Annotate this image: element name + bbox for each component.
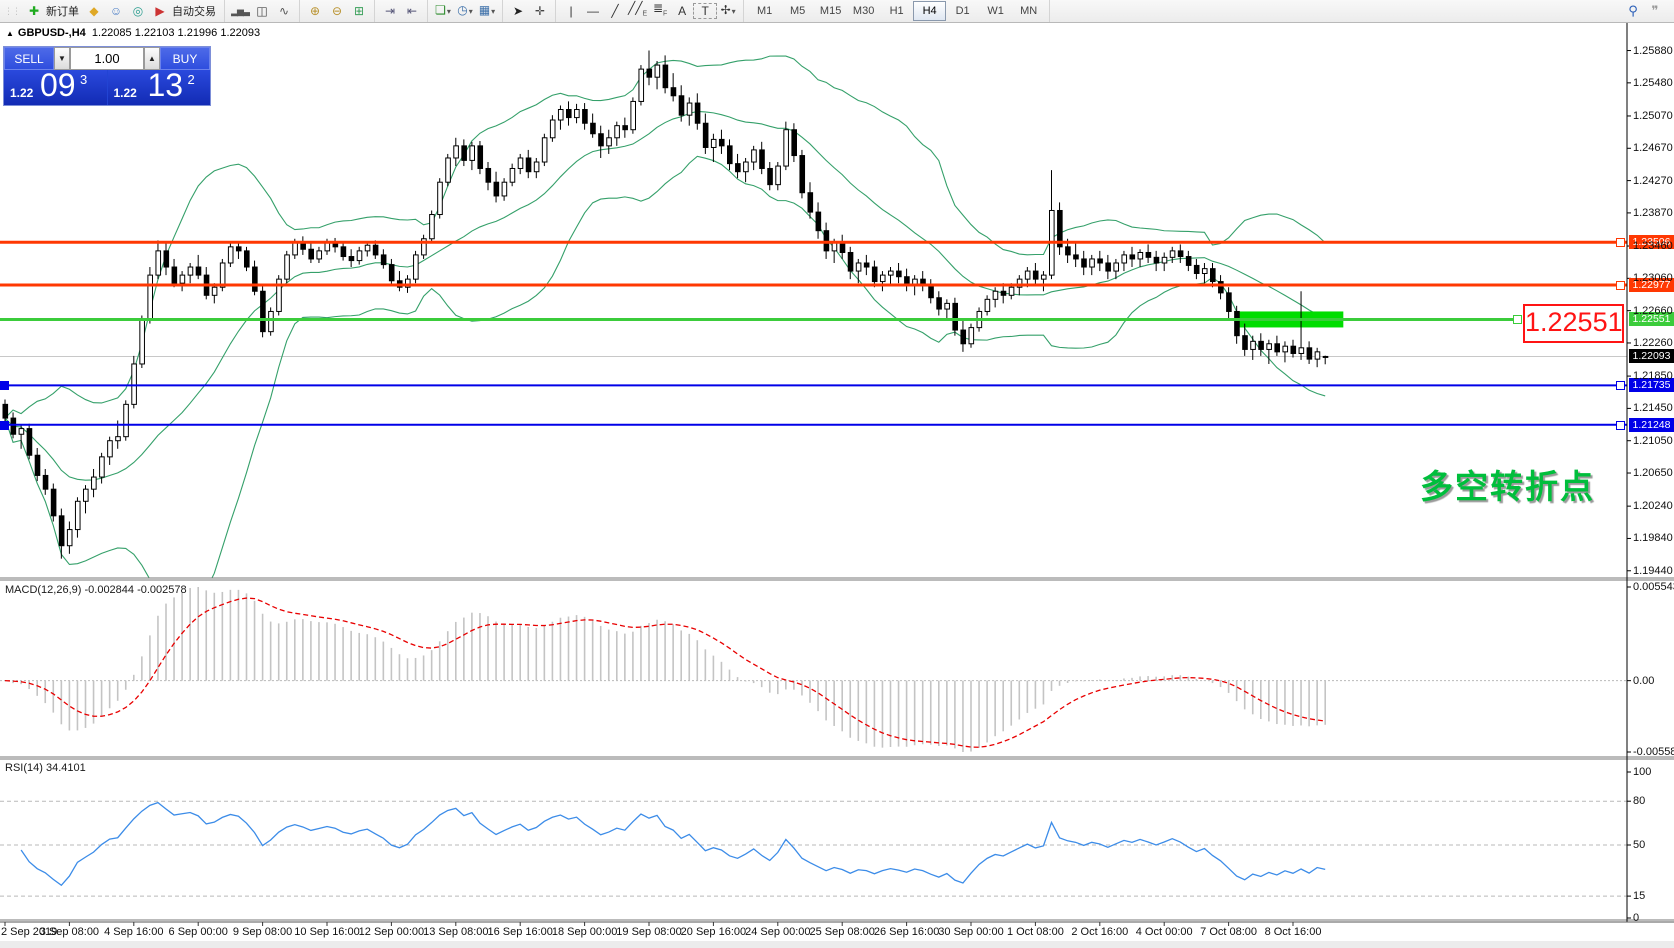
templates-icon[interactable]: ▦▾ (478, 3, 496, 17)
line-chart-icon[interactable]: ∿ (278, 4, 290, 18)
horizontal-line-icon[interactable]: — (587, 4, 599, 18)
timeframe-button-H4[interactable]: H4 (913, 1, 947, 21)
lot-field-wrap (70, 47, 144, 70)
new-order-label[interactable]: 新订单 (46, 6, 79, 18)
timeframe-button-M1[interactable]: M1 (756, 5, 773, 17)
buy-price-sup: 2 (187, 72, 195, 87)
macd-pane (0, 587, 1627, 752)
bb-middle (4, 110, 1326, 481)
timeframe-button-M5[interactable]: M5 (789, 5, 806, 17)
search-icon[interactable]: ⚲ (1628, 3, 1638, 18)
bb-lower (4, 155, 1326, 578)
fibonacci-icon[interactable]: ≣F (652, 0, 668, 18)
crosshair-icon[interactable]: ✛ (534, 4, 546, 18)
main-toolbar: ⋮⋮ ✚ 新订单 ◆ ☺ ◎ ▶ 自动交易 ▂▅▃ ◫ ∿ ⊕ ⊖ ⊞ ⇥ ⇤ … (0, 0, 1674, 23)
lot-increase-button[interactable]: ▲ (144, 47, 160, 70)
toolbar-group-standard: ⋮⋮ ✚ 新订单 ◆ ☺ ◎ ▶ 自动交易 (0, 0, 225, 22)
text-label-icon[interactable]: T (693, 3, 718, 19)
sell-price[interactable]: 1.22 09 3 (4, 67, 107, 105)
buy-button[interactable]: BUY (160, 47, 210, 70)
timeframe-button-M15[interactable]: M15 (819, 5, 842, 17)
metaeditor-icon[interactable]: ◆ (89, 4, 99, 18)
timeframe-button-MN[interactable]: MN (1020, 5, 1038, 17)
toolbar-group-new-chart: ❏▾ ◷▾ ▦▾ (428, 0, 503, 22)
timeframe-button-M30[interactable]: M30 (852, 5, 875, 17)
toolbar-group-cursor: ➤ ✛ (503, 0, 556, 22)
autotrading-label[interactable]: 自动交易 (172, 6, 216, 18)
timeframe-button-W1[interactable]: W1 (987, 5, 1004, 17)
profile-icon[interactable]: ☺ (109, 4, 123, 18)
trade-panel-prices: 1.22 09 3 1.22 13 2 (4, 67, 210, 105)
sell-price-big: 09 (40, 67, 76, 103)
bar-chart-icon[interactable]: ▂▅▃ (231, 6, 250, 16)
sell-price-prefix: 1.22 (10, 86, 34, 100)
auto-scroll-icon[interactable]: ⇥ (384, 4, 396, 18)
chat-icon[interactable]: ❞ (1651, 3, 1659, 18)
tile-windows-icon[interactable]: ⊞ (353, 4, 365, 18)
zoom-out-icon[interactable]: ⊖ (331, 4, 343, 18)
toolbar-right: ⚲ ❞ (1622, 1, 1674, 21)
toolbar-group-scroll: ⇥ ⇤ (375, 0, 428, 22)
profiles-icon[interactable]: ◷▾ (457, 3, 473, 17)
new-chart-icon[interactable]: ❏▾ (435, 3, 451, 17)
lot-decrease-button[interactable]: ▼ (54, 47, 70, 70)
buy-price-prefix: 1.22 (113, 86, 137, 100)
main-pane (0, 50, 1627, 578)
rsi-pane (0, 800, 1627, 897)
one-click-trading-panel: SELL ▼ ▲ BUY 1.22 09 3 1.22 13 2 (3, 46, 211, 106)
bb-upper (4, 55, 1326, 419)
toolbar-group-zoom: ⊕ ⊖ ⊞ (300, 0, 375, 22)
sell-button[interactable]: SELL (4, 47, 54, 70)
timeframe-button-H1[interactable]: H1 (889, 5, 904, 17)
chart-shift-icon[interactable]: ⇤ (406, 4, 418, 18)
toolbar-group-timeframes: M1 M5 M15 M30 H1 H4 D1 W1 MN (744, 0, 1051, 22)
candlestick-icon[interactable]: ◫ (256, 4, 268, 18)
toolbar-group-objects: | — ╱ ╱╱E ≣F A T ✢▾ (556, 0, 745, 22)
buy-price-big: 13 (147, 67, 184, 103)
macd-signal-line (4, 597, 1326, 748)
text-icon[interactable]: A (678, 4, 687, 18)
trendline-icon[interactable]: ╱ (611, 4, 619, 18)
timeframe-button-D1[interactable]: D1 (955, 5, 970, 17)
buy-price[interactable]: 1.22 13 2 (107, 67, 210, 105)
trade-panel-controls: SELL ▼ ▲ BUY (4, 47, 210, 70)
lot-input[interactable] (71, 48, 143, 69)
cursor-icon[interactable]: ➤ (512, 4, 524, 18)
window-bottom-strip (0, 941, 1674, 948)
toolbar-grip: ⋮⋮ (4, 5, 21, 16)
channel-icon[interactable]: ╱╱E (628, 0, 648, 18)
signals-icon[interactable]: ◎ (132, 4, 144, 18)
zoom-in-icon[interactable]: ⊕ (309, 4, 321, 18)
autotrading-icon[interactable]: ▶ (155, 4, 165, 18)
rsi-line (20, 801, 1326, 887)
new-order-icon[interactable]: ✚ (28, 4, 40, 18)
arrows-icon[interactable]: ✢▾ (720, 3, 736, 17)
sell-price-sup: 3 (80, 72, 88, 87)
toolbar-group-chart-type: ▂▅▃ ◫ ∿ (225, 0, 300, 22)
vertical-line-icon[interactable]: | (569, 4, 573, 18)
